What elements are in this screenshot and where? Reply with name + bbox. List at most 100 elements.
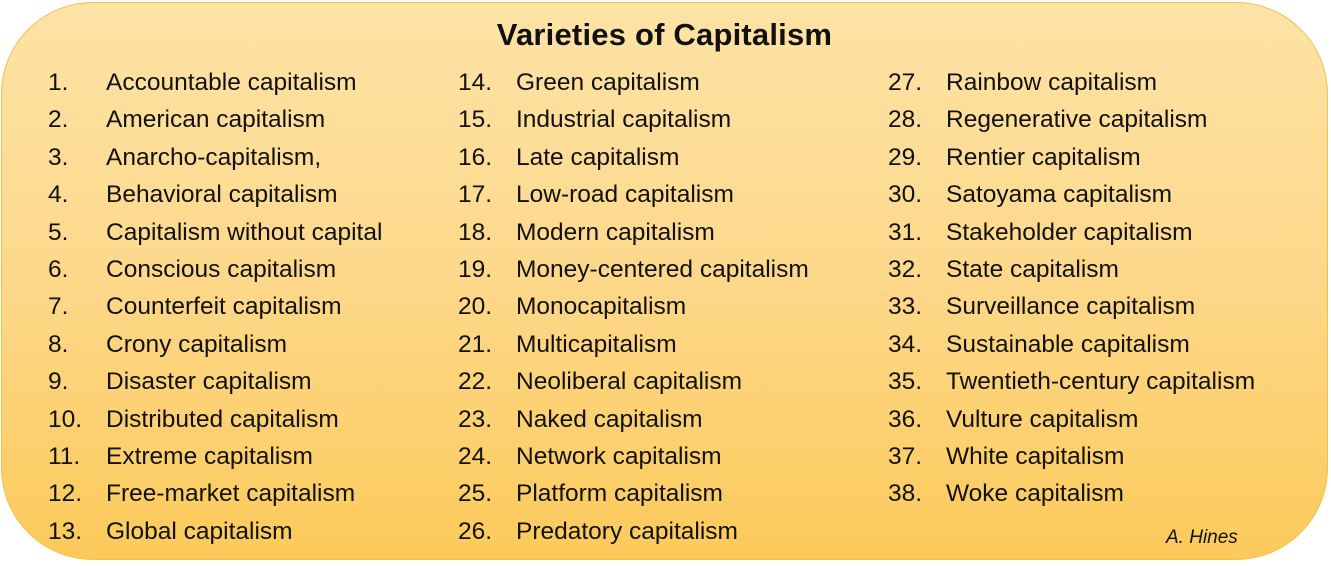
item-number: 15. (458, 106, 493, 134)
item-label: State capitalism (946, 255, 1119, 283)
item-number: 31. (888, 218, 923, 246)
list-item: 19. Money-centered capitalism (458, 251, 809, 288)
item-number: 2. (48, 106, 69, 134)
item-number: 18. (458, 218, 493, 246)
item-label: Extreme capitalism (106, 442, 313, 470)
list-column-3: 27. Rainbow capitalism 28. Regenerative cap… (888, 64, 1255, 513)
item-label: Rentier capitalism (946, 143, 1141, 171)
list-item: 25. Platform capitalism (458, 475, 809, 512)
list-item: 9. Disaster capitalism (48, 363, 382, 400)
item-label: Woke capitalism (946, 480, 1124, 508)
item-label: Surveillance capitalism (946, 293, 1196, 321)
item-number: 25. (458, 480, 493, 508)
item-label: Industrial capitalism (516, 106, 732, 134)
item-number: 11. (48, 442, 81, 470)
item-label: Stakeholder capitalism (946, 218, 1193, 246)
item-number: 10. (48, 405, 83, 433)
item-label: American capitalism (106, 106, 326, 134)
list-item: 32. State capitalism (888, 251, 1255, 288)
item-number: 22. (458, 368, 493, 396)
item-label: Green capitalism (516, 69, 700, 96)
item-number: 12. (48, 480, 83, 508)
item-number: 34. (888, 330, 923, 358)
item-label: Satoyama capitalism (946, 181, 1173, 209)
list-item: 3. Anarcho-capitalism, (48, 139, 382, 176)
list-item: 35. Twentieth-century capitalism (888, 363, 1255, 400)
item-number: 24. (458, 442, 493, 470)
item-label: Low-road capitalism (516, 181, 734, 209)
item-label: Distributed capitalism (106, 405, 339, 433)
list-item: 33. Surveillance capitalism (888, 288, 1255, 325)
list-item: 8. Crony capitalism (48, 326, 382, 363)
item-label: Crony capitalism (106, 330, 288, 358)
list-item: 2. American capitalism (48, 101, 382, 138)
item-number: 17. (458, 181, 493, 209)
item-label: Capitalism without capital (106, 218, 383, 246)
item-label: Global capitalism (106, 517, 293, 545)
list-item: 38. Woke capitalism (888, 475, 1255, 512)
list-item: 21. Multicapitalism (458, 326, 809, 363)
item-number: 14. (458, 69, 493, 96)
item-label: Platform capitalism (516, 480, 723, 508)
item-label: Disaster capitalism (106, 368, 312, 396)
item-number: 26. (458, 517, 493, 545)
list-item: 22. Neoliberal capitalism (458, 363, 809, 400)
item-number: 19. (458, 255, 493, 283)
list-item: 5. Capitalism without capital (48, 214, 382, 251)
item-number: 33. (888, 293, 923, 321)
list-item: 23. Naked capitalism (458, 401, 809, 438)
list-item: 24. Network capitalism (458, 438, 809, 475)
item-number: 27. (888, 69, 923, 96)
item-label: Behavioral capitalism (106, 181, 338, 209)
item-label: Rainbow capitalism (946, 69, 1158, 96)
item-number: 6. (48, 255, 69, 283)
item-label: Accountable capitalism (106, 69, 357, 96)
list-item: 1. Accountable capitalism (48, 64, 382, 101)
list-item: 12. Free-market capitalism (48, 475, 382, 512)
item-number: 35. (888, 368, 923, 396)
list-item: 14. Green capitalism (458, 64, 809, 101)
item-number: 32. (888, 255, 923, 283)
item-label: Money-centered capitalism (516, 255, 809, 283)
item-label: Conscious capitalism (106, 255, 337, 283)
list-item: 15. Industrial capitalism (458, 101, 809, 138)
item-number: 5. (48, 218, 69, 246)
item-number: 21. (458, 330, 493, 358)
item-number: 13. (48, 517, 83, 545)
item-number: 30. (888, 181, 923, 209)
item-label: Multicapitalism (516, 330, 677, 358)
item-label: White capitalism (946, 442, 1125, 470)
list-item: 20. Monocapitalism (458, 288, 809, 325)
item-label: Regenerative capitalism (946, 106, 1208, 134)
author-credit: A. Hines (1166, 527, 1238, 548)
list-item: 6. Conscious capitalism (48, 251, 382, 288)
item-label: Counterfeit capitalism (106, 293, 342, 321)
item-label: Anarcho-capitalism, (106, 143, 322, 171)
item-number: 9. (48, 368, 69, 396)
item-number: 37. (888, 442, 923, 470)
item-label: Naked capitalism (516, 405, 703, 433)
item-label: Sustainable capitalism (946, 330, 1190, 358)
item-number: 36. (888, 405, 923, 433)
item-number: 28. (888, 106, 923, 134)
list-item: 10. Distributed capitalism (48, 401, 382, 438)
list-item: 30. Satoyama capitalism (888, 176, 1255, 213)
item-number: 3. (48, 143, 69, 171)
item-label: Late capitalism (516, 143, 680, 171)
item-number: 38. (888, 480, 923, 508)
list-item: 18. Modern capitalism (458, 214, 809, 251)
list-item: 16. Late capitalism (458, 139, 809, 176)
list-item: 26. Predatory capitalism (458, 513, 809, 550)
item-number: 7. (48, 293, 69, 321)
list-item: 28. Regenerative capitalism (888, 101, 1255, 138)
list-item: 13. Global capitalism (48, 513, 382, 550)
list-column-1: 1. Accountable capitalism 2. American capit… (48, 64, 382, 550)
item-number: 23. (458, 405, 493, 433)
item-label: Monocapitalism (516, 293, 687, 321)
item-number: 29. (888, 143, 923, 171)
item-label: Free-market capitalism (106, 480, 356, 508)
item-label: Twentieth-century capitalism (946, 368, 1256, 396)
item-label: Modern capitalism (516, 218, 715, 246)
page-title: Varieties of Capitalism (496, 17, 833, 52)
